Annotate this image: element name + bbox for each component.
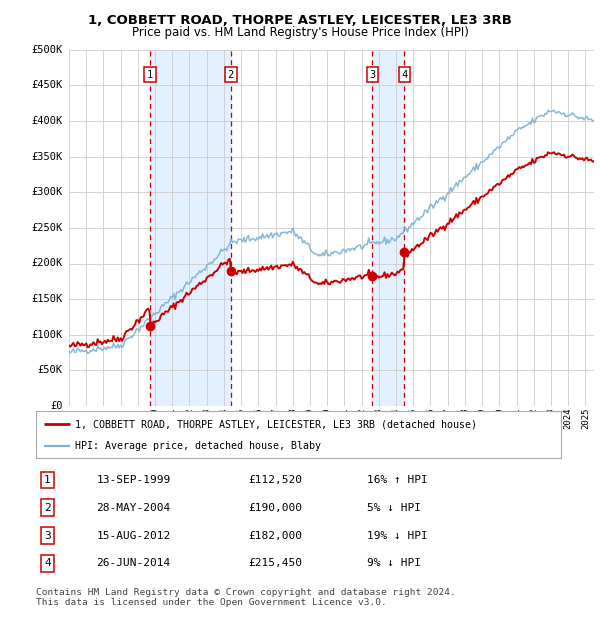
- Text: 2011: 2011: [340, 408, 349, 430]
- Text: 1995: 1995: [65, 408, 74, 430]
- Text: 2012: 2012: [357, 408, 366, 430]
- Text: 2010: 2010: [323, 408, 332, 430]
- Text: 2008: 2008: [288, 408, 297, 430]
- Text: 2023: 2023: [547, 408, 556, 430]
- Text: £190,000: £190,000: [248, 503, 302, 513]
- Text: 19% ↓ HPI: 19% ↓ HPI: [367, 531, 427, 541]
- Text: 2014: 2014: [392, 408, 401, 430]
- Text: 1, COBBETT ROAD, THORPE ASTLEY, LEICESTER, LE3 3RB (detached house): 1, COBBETT ROAD, THORPE ASTLEY, LEICESTE…: [76, 419, 478, 429]
- Text: 2000: 2000: [151, 408, 160, 430]
- Text: £350K: £350K: [31, 151, 63, 162]
- Text: 1, COBBETT ROAD, THORPE ASTLEY, LEICESTER, LE3 3RB: 1, COBBETT ROAD, THORPE ASTLEY, LEICESTE…: [88, 14, 512, 27]
- Text: 2021: 2021: [512, 408, 521, 430]
- Text: 2016: 2016: [426, 408, 435, 430]
- Text: £150K: £150K: [31, 294, 63, 304]
- Text: 2004: 2004: [220, 408, 229, 430]
- Text: 2007: 2007: [271, 408, 280, 430]
- Text: 2003: 2003: [202, 408, 211, 430]
- Text: 2006: 2006: [254, 408, 263, 430]
- Text: 5% ↓ HPI: 5% ↓ HPI: [367, 503, 421, 513]
- Text: 1997: 1997: [99, 408, 108, 430]
- Text: £250K: £250K: [31, 223, 63, 233]
- Text: 4: 4: [401, 69, 407, 79]
- Text: 2024: 2024: [563, 408, 572, 430]
- Text: 16% ↑ HPI: 16% ↑ HPI: [367, 475, 427, 485]
- Text: £50K: £50K: [38, 365, 63, 376]
- Text: 28-MAY-2004: 28-MAY-2004: [97, 503, 170, 513]
- Text: 3: 3: [369, 69, 376, 79]
- Text: 1996: 1996: [82, 408, 91, 430]
- Text: Contains HM Land Registry data © Crown copyright and database right 2024.: Contains HM Land Registry data © Crown c…: [36, 588, 456, 597]
- Bar: [372, 50, 404, 406]
- Text: 2: 2: [227, 69, 234, 79]
- Text: 1999: 1999: [133, 408, 142, 430]
- Bar: [150, 50, 231, 406]
- Text: 1998: 1998: [116, 408, 125, 430]
- Text: £400K: £400K: [31, 116, 63, 126]
- Text: £100K: £100K: [31, 330, 63, 340]
- Text: £300K: £300K: [31, 187, 63, 197]
- Text: 2017: 2017: [443, 408, 452, 430]
- Text: £450K: £450K: [31, 80, 63, 91]
- Text: 15-AUG-2012: 15-AUG-2012: [97, 531, 170, 541]
- Text: 2020: 2020: [495, 408, 504, 430]
- Text: 3: 3: [44, 531, 51, 541]
- Text: HPI: Average price, detached house, Blaby: HPI: Average price, detached house, Blab…: [76, 441, 322, 451]
- Text: 1: 1: [147, 69, 153, 79]
- Text: 4: 4: [44, 559, 51, 569]
- Text: £112,520: £112,520: [248, 475, 302, 485]
- Text: 2018: 2018: [460, 408, 469, 430]
- Text: £215,450: £215,450: [248, 559, 302, 569]
- Text: 2: 2: [44, 503, 51, 513]
- Text: 2025: 2025: [581, 408, 590, 430]
- Text: 2001: 2001: [168, 408, 177, 430]
- Text: 2019: 2019: [478, 408, 487, 430]
- Text: 26-JUN-2014: 26-JUN-2014: [97, 559, 170, 569]
- Text: 1: 1: [44, 475, 51, 485]
- Text: 2013: 2013: [374, 408, 383, 430]
- Text: 2002: 2002: [185, 408, 194, 430]
- Text: Price paid vs. HM Land Registry's House Price Index (HPI): Price paid vs. HM Land Registry's House …: [131, 26, 469, 39]
- Text: 2009: 2009: [305, 408, 314, 430]
- Text: 2015: 2015: [409, 408, 418, 430]
- Text: This data is licensed under the Open Government Licence v3.0.: This data is licensed under the Open Gov…: [36, 598, 387, 607]
- Text: £200K: £200K: [31, 259, 63, 268]
- Text: £182,000: £182,000: [248, 531, 302, 541]
- Text: 2005: 2005: [236, 408, 245, 430]
- Text: £0: £0: [50, 401, 63, 411]
- Text: £500K: £500K: [31, 45, 63, 55]
- Text: 9% ↓ HPI: 9% ↓ HPI: [367, 559, 421, 569]
- Text: 2022: 2022: [529, 408, 538, 430]
- Text: 13-SEP-1999: 13-SEP-1999: [97, 475, 170, 485]
